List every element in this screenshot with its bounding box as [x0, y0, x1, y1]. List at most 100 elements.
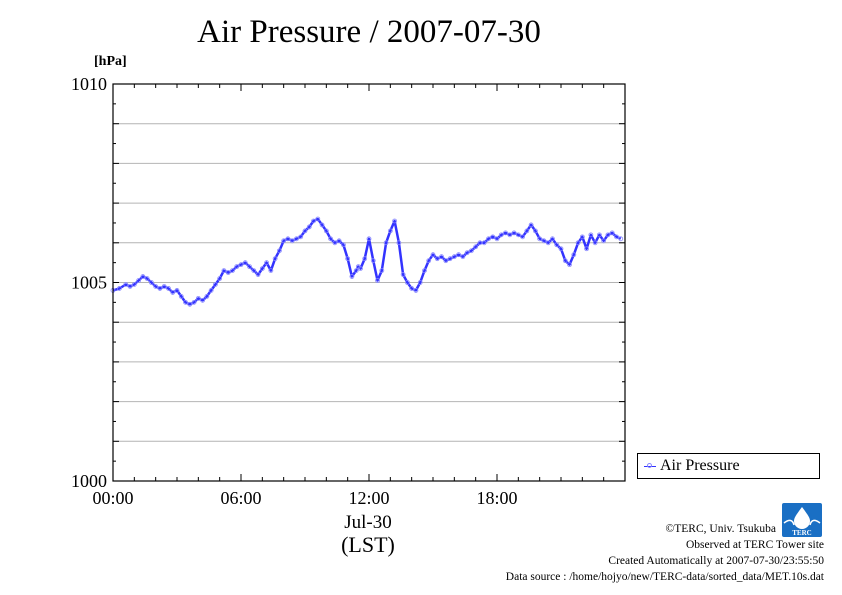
data-point	[174, 288, 180, 293]
data-point	[148, 280, 154, 285]
data-point	[464, 250, 470, 256]
data-point	[392, 218, 398, 224]
data-point	[259, 266, 265, 272]
data-point	[336, 238, 342, 244]
terc-logo-icon: TERC	[782, 503, 822, 537]
data-point	[311, 218, 316, 224]
data-point	[157, 286, 163, 291]
series-layer	[110, 216, 624, 307]
data-point	[332, 240, 338, 246]
source-text: Data source : /home/hojyo/new/TERC-data/…	[505, 571, 824, 583]
data-point	[579, 234, 585, 240]
data-point	[136, 278, 142, 283]
data-point	[571, 252, 577, 258]
data-point	[272, 256, 278, 262]
legend-label-air-pressure: Air Pressure	[660, 457, 740, 474]
axis-ticks	[112, 83, 626, 482]
data-point	[140, 274, 146, 279]
data-point	[468, 248, 474, 254]
legend: Air Pressure	[637, 453, 820, 479]
data-point	[345, 256, 351, 262]
data-point	[614, 234, 619, 240]
data-point	[268, 268, 274, 273]
data-point	[387, 228, 393, 234]
data-point	[451, 254, 457, 260]
data-point	[123, 282, 129, 287]
data-point	[562, 258, 568, 264]
data-point	[601, 238, 607, 244]
data-point	[422, 268, 427, 273]
y-tick-label: 1005	[71, 273, 107, 293]
data-point	[353, 268, 359, 273]
data-point	[294, 236, 299, 242]
data-point	[276, 248, 282, 254]
gridlines	[113, 123, 625, 442]
data-point	[166, 286, 171, 291]
x-tick-label: 00:00	[92, 488, 133, 508]
data-point	[187, 301, 193, 307]
data-point	[178, 293, 184, 299]
data-point	[524, 228, 530, 234]
data-point	[575, 240, 581, 246]
data-point	[597, 232, 602, 238]
x-tick-label: 18:00	[476, 488, 517, 508]
data-point	[264, 260, 270, 266]
data-point	[217, 276, 223, 281]
data-point	[430, 252, 436, 258]
data-point	[520, 234, 525, 240]
data-point	[609, 230, 615, 236]
data-point	[281, 238, 287, 244]
data-point	[550, 236, 555, 242]
data-point	[434, 256, 440, 262]
data-point	[481, 240, 487, 246]
data-point	[417, 280, 423, 285]
data-point	[528, 222, 534, 228]
x-date-label: Jul-30	[344, 512, 392, 533]
series-line-air-pressure	[112, 217, 622, 306]
data-point	[358, 266, 363, 272]
data-point	[247, 264, 252, 270]
y-axis-unit-label: [hPa]	[94, 54, 127, 69]
data-point	[255, 272, 261, 277]
data-point	[567, 262, 572, 268]
data-point	[285, 236, 291, 242]
data-point	[242, 260, 248, 266]
data-point	[413, 288, 419, 293]
legend-marker-swatch	[647, 463, 652, 468]
data-point	[460, 254, 466, 260]
data-point	[323, 228, 329, 234]
data-point	[204, 293, 210, 299]
chart-title: Air Pressure / 2007-07-30	[197, 14, 541, 50]
data-point	[289, 238, 295, 244]
created-text: Created Automatically at 2007-07-30/23:5…	[608, 555, 824, 567]
site-text: Observed at TERC Tower site	[685, 539, 824, 551]
data-point	[473, 244, 479, 250]
x-tick-label: 06:00	[220, 488, 261, 508]
data-point	[494, 236, 500, 242]
data-point	[396, 240, 402, 246]
data-point	[153, 284, 159, 289]
data-point	[456, 252, 462, 258]
x-tick-labels: 00:00 06:00 12:00 18:00	[92, 488, 517, 508]
data-point	[404, 280, 410, 285]
data-point	[409, 286, 415, 291]
data-point	[195, 295, 201, 301]
data-point	[251, 268, 257, 273]
data-point	[503, 230, 508, 236]
x-timezone-label: (LST)	[341, 532, 395, 557]
data-point	[362, 256, 368, 262]
data-point	[426, 258, 432, 264]
data-point	[584, 246, 589, 252]
data-point	[170, 290, 176, 295]
data-point	[306, 224, 312, 230]
data-point	[592, 240, 598, 246]
copyright-text: ©TERC, Univ. Tsukuba	[665, 523, 776, 535]
logo-text: TERC	[792, 529, 811, 537]
data-point	[486, 236, 491, 242]
data-point	[349, 274, 355, 279]
data-point	[618, 236, 624, 242]
data-point	[127, 284, 133, 289]
data-point	[191, 299, 197, 305]
data-point	[225, 270, 231, 275]
